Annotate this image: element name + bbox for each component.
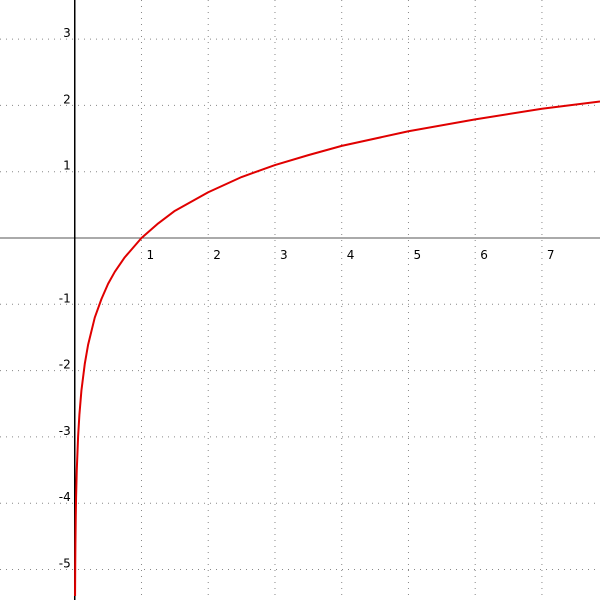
y-tick-label: -4 [59, 490, 71, 504]
x-tick-label: 1 [146, 248, 154, 262]
y-tick-label: 2 [63, 92, 71, 106]
curve [74, 100, 600, 597]
x-tick-label: 4 [347, 248, 355, 262]
x-tick-label: 7 [547, 248, 555, 262]
y-tick-label: 1 [63, 159, 71, 173]
y-tick-label: -1 [59, 291, 71, 305]
y-tick-label: -2 [59, 358, 71, 372]
y-tick-label: 3 [63, 26, 71, 40]
x-tick-label: 6 [480, 248, 488, 262]
x-tick-label: 2 [213, 248, 221, 262]
y-tick-label: -3 [59, 424, 71, 438]
y-tick-label: -5 [59, 557, 71, 571]
x-tick-label: 3 [280, 248, 288, 262]
x-tick-label: 5 [413, 248, 421, 262]
